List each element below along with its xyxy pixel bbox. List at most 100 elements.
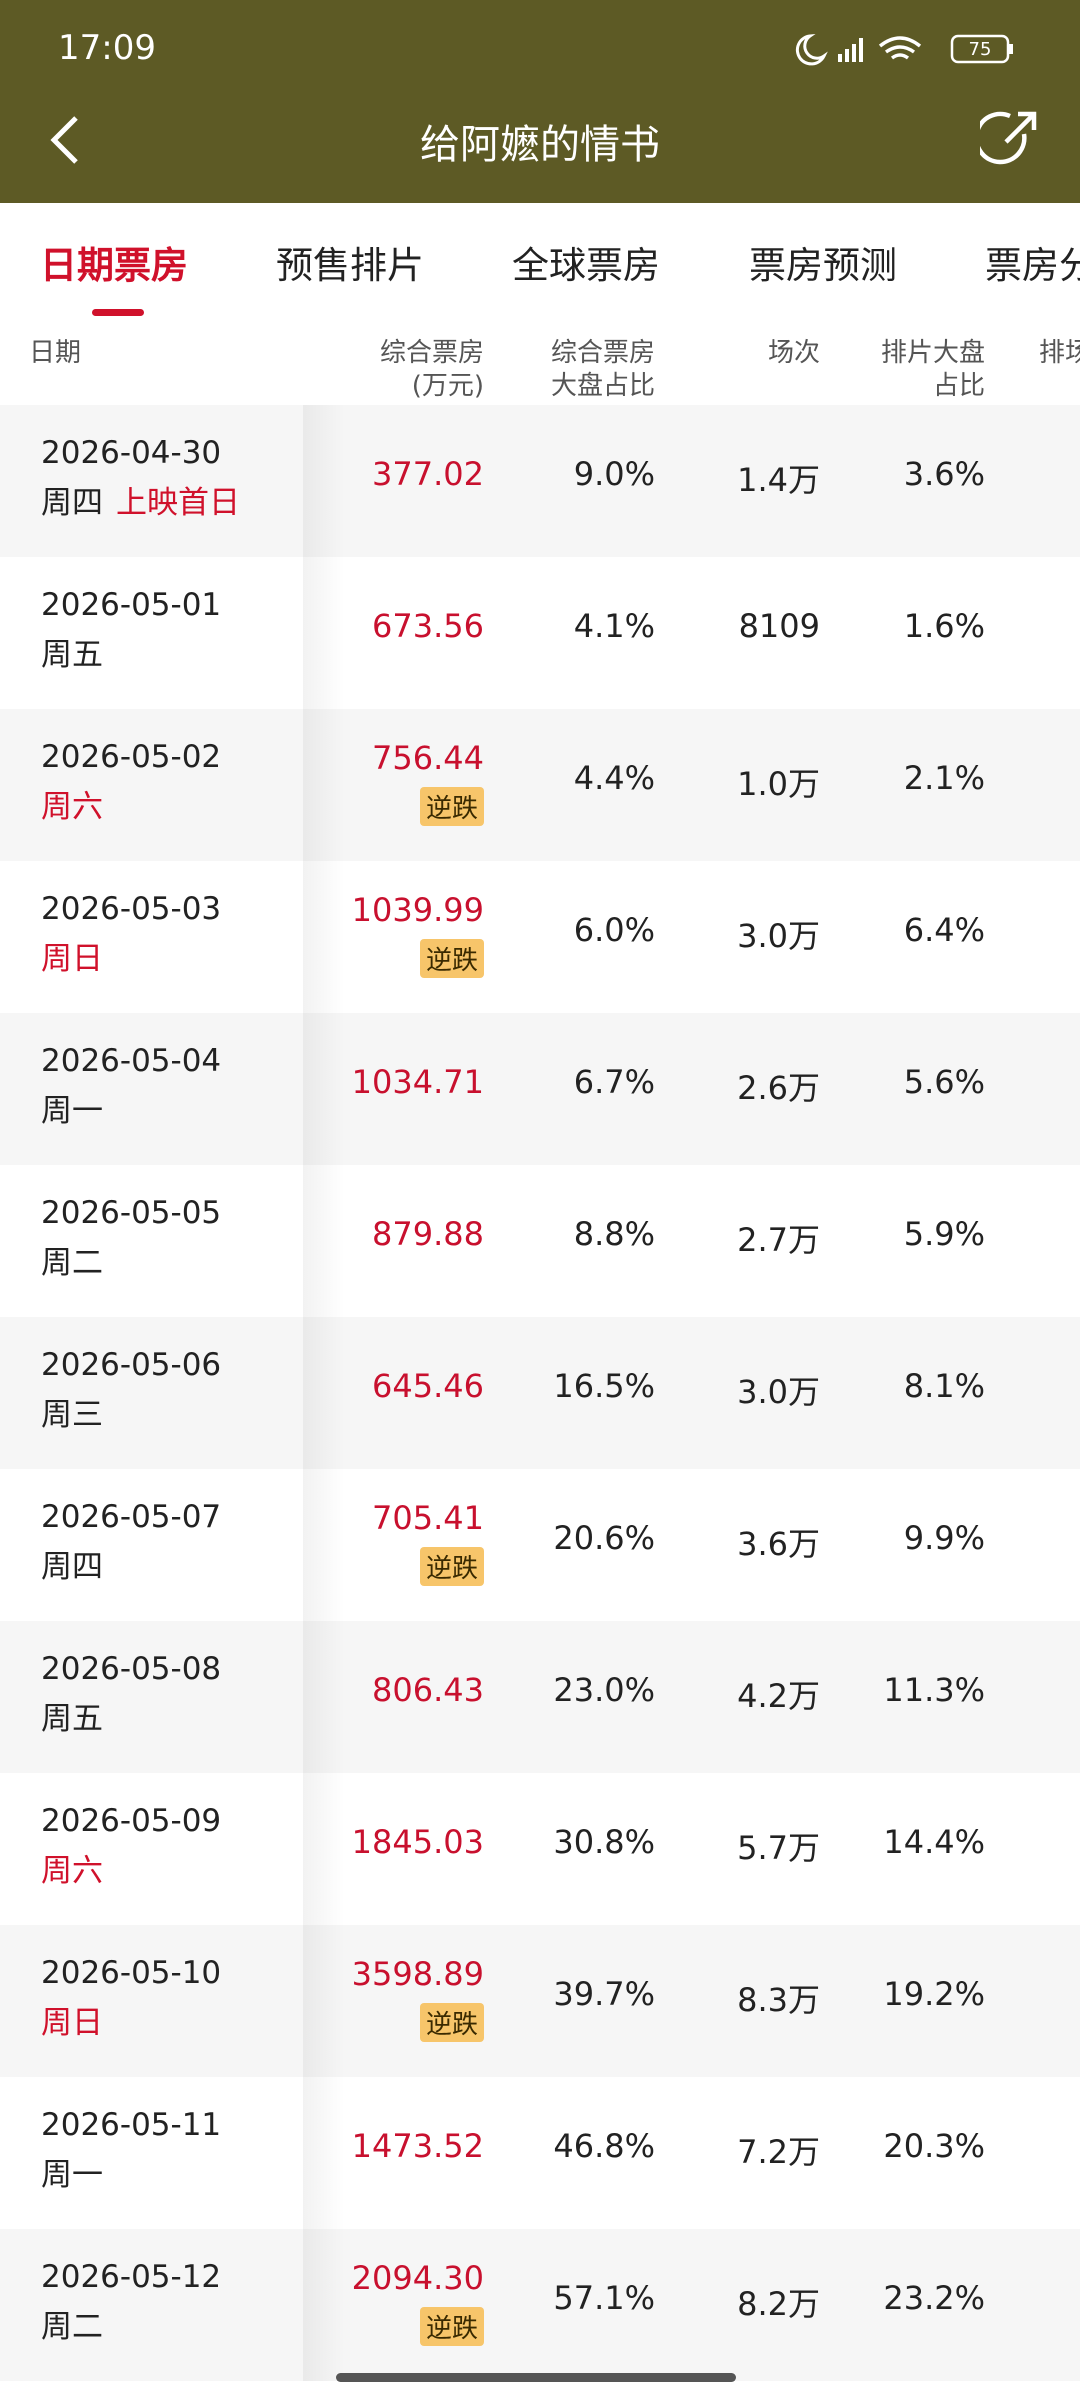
box-office: 1473.52 (351, 2127, 484, 2165)
tab[interactable]: 预售排片 (276, 244, 424, 287)
screenings: 3.6万 (737, 1525, 820, 1563)
box-office: 705.41 (372, 1499, 484, 1537)
date: 2026-05-01 (41, 587, 222, 623)
tab[interactable]: 票房分 (985, 244, 1080, 287)
box-office: 1845.03 (351, 1823, 484, 1861)
date: 2026-05-08 (41, 1651, 222, 1687)
market-share: 16.5% (553, 1367, 655, 1405)
status-time: 17:09 (58, 28, 156, 68)
tab-indicator (92, 309, 144, 316)
box-office: 756.44 (372, 739, 484, 777)
release-tag: 上映首日 (116, 485, 240, 521)
market-share: 8.8% (573, 1215, 655, 1253)
market-share: 46.8% (553, 2127, 655, 2165)
schedule-share: 19.2% (883, 1975, 985, 2013)
weekday: 周五 (41, 637, 103, 673)
data-table: 日期 综合票房 (万元) 综合票房 大盘占比 场次 排片大盘 占比 排场 2026-04-30 周四… (0, 318, 1080, 2400)
schedule-share: 5.9% (903, 1215, 985, 1253)
table-row: 2026-05-07 周四 705.41 逆跌 20.6% 3.6万 9.9% (0, 1469, 1080, 1621)
tab[interactable]: 日期票房 (40, 244, 188, 287)
schedule-share: 6.4% (903, 911, 985, 949)
date: 2026-05-04 (41, 1043, 222, 1079)
screenings: 4.2万 (737, 1677, 820, 1715)
tab[interactable]: 票房预测 (749, 244, 897, 287)
schedule-share: 8.1% (903, 1367, 985, 1405)
schedule-share: 5.6% (903, 1063, 985, 1101)
date: 2026-05-07 (41, 1499, 222, 1535)
weekday: 周二 (41, 1245, 103, 1281)
share-button[interactable] (980, 110, 1040, 170)
table-row: 2026-05-02 周六 756.44 逆跌 4.4% 1.0万 2.1% (0, 709, 1080, 861)
table-header: 日期 综合票房 (万元) 综合票房 大盘占比 场次 排片大盘 占比 排场 (0, 318, 1080, 405)
box-office: 673.56 (372, 607, 484, 645)
column-header: 排场 (1039, 338, 1080, 368)
date: 2026-04-30 (41, 435, 222, 471)
box-office: 3598.89 (351, 1955, 484, 1993)
schedule-share: 14.4% (883, 1823, 985, 1861)
screenings: 8.3万 (737, 1981, 820, 2019)
status-icons: 75 (795, 33, 1013, 66)
weekday: 周四 (41, 1549, 103, 1585)
weekday: 周日 (41, 2005, 103, 2041)
table-row: 2026-05-04 周一 1034.71 6.7% 2.6万 5.6% (0, 1013, 1080, 1165)
trend-badge: 逆跌 (419, 2003, 484, 2042)
market-share: 57.1% (553, 2279, 655, 2317)
table-row: 2026-04-30 周四 上映首日 377.02 9.0% 1.4万 3.6% (0, 405, 1080, 557)
screenings: 1.4万 (737, 461, 820, 499)
column-header: 排片大盘 (880, 338, 985, 368)
trend-badge: 逆跌 (419, 939, 484, 978)
market-share: 23.0% (553, 1671, 655, 1709)
screenings: 8109 (738, 607, 820, 645)
tab[interactable]: 全球票房 (512, 244, 660, 287)
table-row: 2026-05-10 周日 3598.89 逆跌 39.7% 8.3万 19.2% (0, 1925, 1080, 2077)
box-office: 1039.99 (351, 891, 484, 929)
page-title: 给阿嬷的情书 (420, 122, 660, 168)
table-row: 2026-05-03 周日 1039.99 逆跌 6.0% 3.0万 6.4% (0, 861, 1080, 1013)
date: 2026-05-10 (41, 1955, 222, 1991)
app-header: 17:09 75 给阿嬷的情书 (0, 0, 1080, 203)
date: 2026-05-06 (41, 1347, 222, 1383)
trend-badge: 逆跌 (419, 787, 484, 826)
table-row: 2026-05-11 周一 1473.52 46.8% 7.2万 20.3% (0, 2077, 1080, 2229)
date: 2026-05-11 (41, 2107, 222, 2143)
date: 2026-05-09 (41, 1803, 222, 1839)
table-row: 2026-05-12 周二 2094.30 逆跌 57.1% 8.2万 23.2% (0, 2229, 1080, 2381)
back-button[interactable] (44, 110, 84, 170)
date: 2026-05-12 (41, 2259, 222, 2295)
trend-badge: 逆跌 (419, 1547, 484, 1586)
screenings: 3.0万 (737, 1373, 820, 1411)
home-indicator (336, 2373, 736, 2382)
weekday: 周一 (41, 2157, 103, 2193)
schedule-share: 2.1% (903, 759, 985, 797)
screenings: 2.7万 (737, 1221, 820, 1259)
weekday: 周一 (41, 1093, 103, 1129)
date: 2026-05-05 (41, 1195, 222, 1231)
screenings: 1.0万 (737, 765, 820, 803)
weekday: 周日 (41, 941, 103, 977)
market-share: 20.6% (553, 1519, 655, 1557)
table-row: 2026-05-08 周五 806.43 23.0% 4.2万 11.3% (0, 1621, 1080, 1773)
column-header: 综合票房 (550, 338, 655, 368)
screenings: 7.2万 (737, 2133, 820, 2171)
weekday: 周六 (41, 1853, 103, 1889)
weekday: 周五 (41, 1701, 103, 1737)
table-row: 2026-05-01 周五 673.56 4.1% 8109 1.6% (0, 557, 1080, 709)
market-share: 4.4% (573, 759, 655, 797)
market-share: 30.8% (553, 1823, 655, 1861)
schedule-share: 20.3% (883, 2127, 985, 2165)
table-row: 2026-05-06 周三 645.46 16.5% 3.0万 8.1% (0, 1317, 1080, 1469)
box-office: 806.43 (372, 1671, 484, 1709)
weekday: 周三 (41, 1397, 103, 1433)
box-office: 645.46 (372, 1367, 484, 1405)
schedule-share: 9.9% (903, 1519, 985, 1557)
column-header: 日期 (29, 338, 82, 368)
schedule-share: 11.3% (883, 1671, 985, 1709)
column-header: (万元) (411, 371, 484, 401)
screenings: 2.6万 (737, 1069, 820, 1107)
box-office: 879.88 (372, 1215, 484, 1253)
market-share: 6.0% (573, 911, 655, 949)
market-share: 9.0% (573, 455, 655, 493)
column-header: 综合票房 (379, 338, 484, 368)
column-header: 大盘占比 (550, 371, 655, 401)
